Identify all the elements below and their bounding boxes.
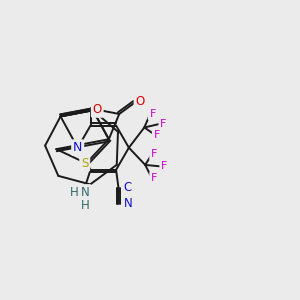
Text: N: N xyxy=(124,197,133,211)
Text: O: O xyxy=(135,95,145,108)
Text: N: N xyxy=(73,141,83,154)
Text: F: F xyxy=(151,173,157,183)
Text: H: H xyxy=(70,186,79,199)
Text: N: N xyxy=(81,186,90,199)
Text: F: F xyxy=(160,119,167,129)
Text: O: O xyxy=(93,103,102,116)
Text: H: H xyxy=(81,199,90,212)
Text: C: C xyxy=(124,181,132,194)
Text: F: F xyxy=(151,149,157,159)
Text: S: S xyxy=(81,157,88,170)
Text: F: F xyxy=(154,130,160,140)
Text: F: F xyxy=(161,161,167,171)
Text: F: F xyxy=(149,109,156,119)
